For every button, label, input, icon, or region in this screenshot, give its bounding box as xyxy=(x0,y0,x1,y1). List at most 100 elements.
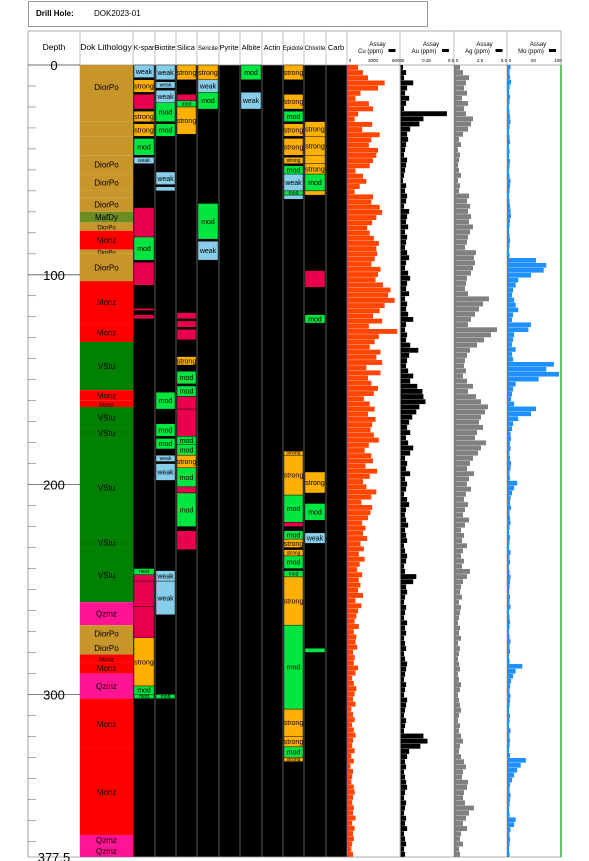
au-bar xyxy=(401,455,406,461)
lithology-label: VStu xyxy=(98,538,115,547)
au-bar xyxy=(401,101,407,106)
au-bar xyxy=(401,738,428,744)
ag-bar xyxy=(455,142,461,147)
ag-bar xyxy=(455,738,463,744)
lithology-label: Qzmz xyxy=(96,836,117,845)
cu-bar xyxy=(348,831,353,836)
au-bar xyxy=(401,846,405,852)
au-bar xyxy=(401,301,408,307)
cu-bar xyxy=(348,458,373,464)
cu-bar xyxy=(348,789,355,795)
cu-bar xyxy=(348,530,363,536)
lithology-label: Monz xyxy=(97,391,117,400)
au-bar xyxy=(401,563,405,569)
au-legend-swatch xyxy=(442,49,449,52)
lithology-label: Qzmz xyxy=(96,682,117,691)
mo-bar xyxy=(508,287,514,293)
cu-bar xyxy=(348,608,358,614)
cu-bar xyxy=(348,375,368,381)
cu-bar xyxy=(348,696,353,702)
cu-bar xyxy=(348,810,353,816)
ag-bar xyxy=(455,543,467,549)
kspar-interval xyxy=(133,64,155,78)
ag-bar xyxy=(455,450,478,456)
cu-bar xyxy=(348,706,352,712)
au-bar xyxy=(401,409,417,415)
mo-bar xyxy=(508,470,510,476)
biotite-label: weak xyxy=(156,573,174,580)
au-bar xyxy=(401,260,407,266)
silica-interval xyxy=(176,492,197,527)
cu-bar xyxy=(348,794,353,800)
ag-bar xyxy=(455,260,475,266)
cu-bar xyxy=(348,422,373,428)
silica-interval xyxy=(176,320,197,328)
mo-bar xyxy=(508,188,510,194)
cu-bar xyxy=(348,215,377,220)
au-assay-title: Assay xyxy=(423,42,439,48)
au-bar xyxy=(401,466,407,471)
au-bar xyxy=(401,425,408,430)
ag-bar xyxy=(455,414,481,420)
cu-bar xyxy=(348,437,379,443)
cu-bar xyxy=(348,499,362,505)
kspar-interval xyxy=(133,236,155,261)
mo-bar xyxy=(508,490,513,496)
au-bar xyxy=(401,707,406,713)
mo-bar xyxy=(508,797,511,803)
biotite-interval xyxy=(155,186,176,192)
cu-bar xyxy=(348,567,358,572)
ag-bar xyxy=(455,502,468,507)
kspar-interval xyxy=(133,262,155,286)
ag-bar xyxy=(455,471,474,477)
ag-bar xyxy=(455,234,468,240)
epidote-label: strong xyxy=(284,473,304,480)
ag-bar xyxy=(455,584,461,590)
au-bar xyxy=(401,671,406,677)
ag-bar xyxy=(455,455,473,461)
cu-bar xyxy=(348,505,373,510)
cu-bar xyxy=(348,127,363,132)
mo-bar xyxy=(508,436,512,441)
ag-bar xyxy=(455,65,460,70)
ag-bar xyxy=(455,671,458,677)
silica-label: mod xyxy=(180,507,194,514)
ag-bar xyxy=(455,687,460,693)
mo-bar xyxy=(508,614,510,620)
cu-bar xyxy=(348,427,371,433)
cu-bar xyxy=(348,85,378,91)
cu-bar xyxy=(348,391,374,396)
au-bar xyxy=(401,574,417,579)
au-bar xyxy=(401,239,407,245)
cu-bar xyxy=(348,106,373,112)
lithology-label: Monz xyxy=(99,403,114,409)
mo-bar xyxy=(508,733,510,738)
depth-label: 300 xyxy=(43,687,65,702)
silica-label: mod xyxy=(180,447,194,454)
ag-bar xyxy=(455,106,464,111)
au-bar xyxy=(401,553,408,559)
mo-bar xyxy=(508,134,510,139)
sericite-label: weak xyxy=(199,248,217,255)
mo-bar xyxy=(508,802,510,808)
au-bar xyxy=(401,795,405,801)
chlorite-interval xyxy=(304,532,326,544)
cu-bar xyxy=(348,230,370,236)
chlorite-label: mod xyxy=(308,316,322,323)
mo-bar xyxy=(508,683,511,689)
cu-bar xyxy=(348,266,381,272)
au-bar xyxy=(401,826,408,831)
mo-bar xyxy=(508,446,511,451)
ag-bar xyxy=(455,399,481,405)
kspar-interval xyxy=(133,574,155,582)
mo-bar xyxy=(508,659,510,664)
ag-bar xyxy=(455,425,483,430)
mo-bar xyxy=(508,758,526,763)
chlorite-label: mod xyxy=(308,180,322,187)
mo-bar xyxy=(508,767,518,773)
au-bar xyxy=(401,306,407,312)
mo-bar xyxy=(508,609,510,615)
au-bar xyxy=(401,95,410,101)
mo-bar xyxy=(508,832,510,837)
lithology-interval xyxy=(80,211,133,223)
